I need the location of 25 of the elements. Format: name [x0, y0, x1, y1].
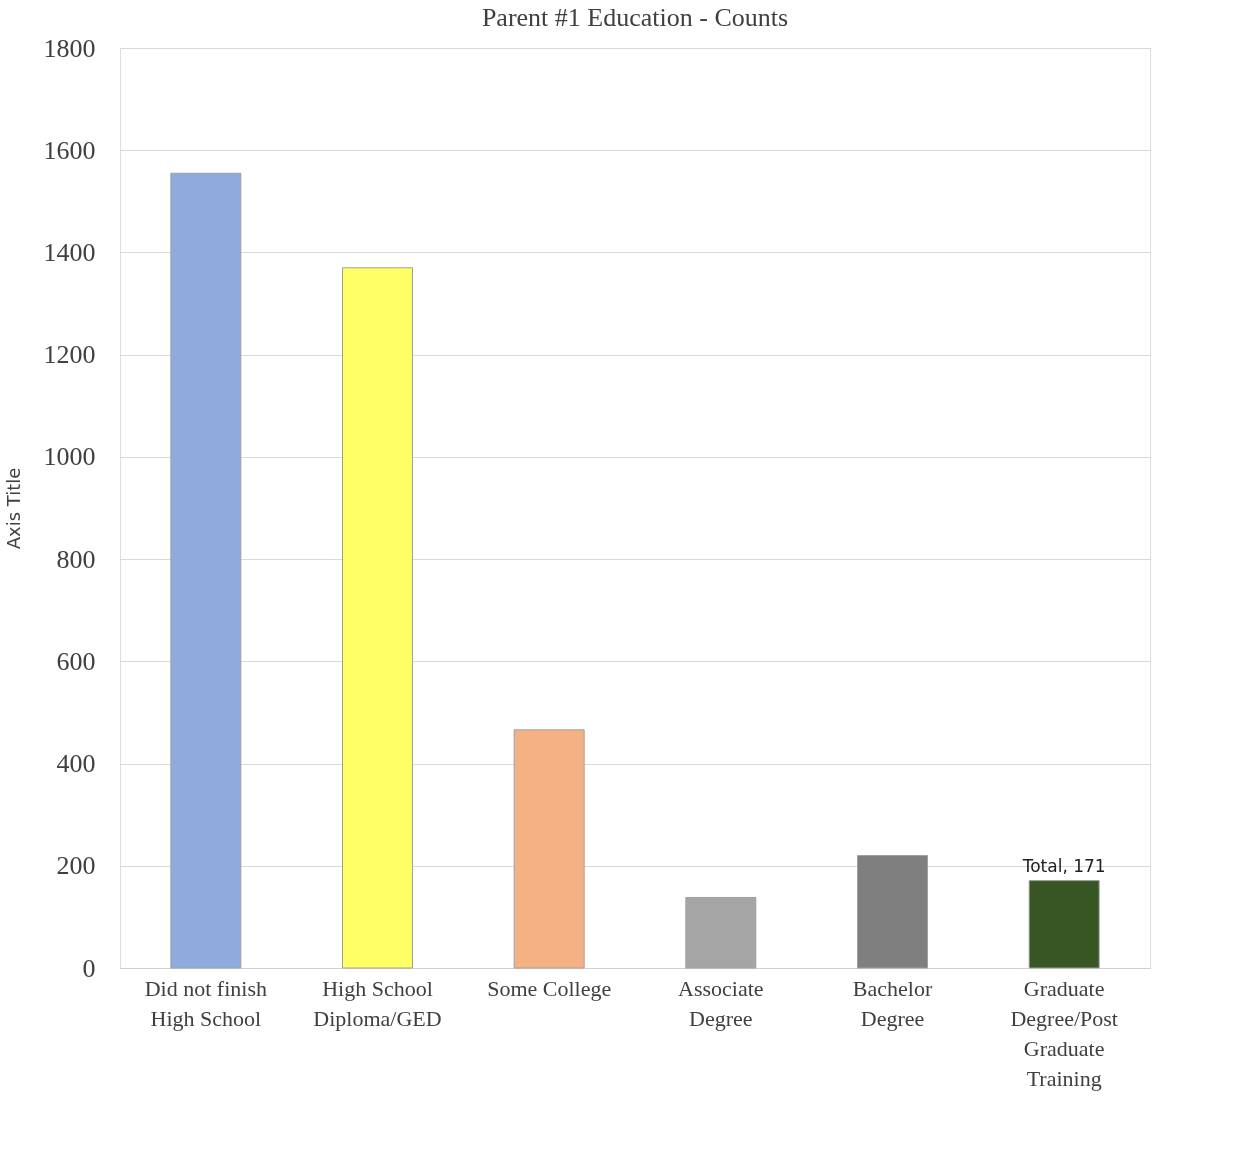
- chart-title: Parent #1 Education - Counts: [481, 3, 789, 32]
- y-tick-label: 1000: [43, 442, 96, 472]
- y-axis-title: Axis Title: [2, 467, 24, 550]
- x-tick-label: Bachelor Degree: [852, 975, 933, 1031]
- y-tick-label: 1200: [43, 340, 96, 370]
- y-tick-label: 200: [56, 851, 96, 881]
- x-tick-label: Associate Degree: [678, 975, 764, 1031]
- bar: [857, 855, 928, 969]
- y-tick-label: 600: [56, 646, 96, 676]
- bar: [1028, 880, 1100, 969]
- bar: [170, 172, 242, 969]
- y-tick-label: 1800: [43, 33, 96, 63]
- x-tick-label: Graduate Degree/Post Graduate Training: [1010, 975, 1118, 1091]
- bar: [513, 729, 585, 969]
- y-tick-label: 1400: [43, 237, 96, 267]
- x-tick-label: Did not finish High School: [144, 975, 267, 1031]
- y-tick-label: 400: [56, 749, 96, 779]
- y-tick-label: 800: [56, 544, 96, 574]
- bar: [342, 267, 413, 969]
- x-tick-label: Some College: [487, 975, 612, 1001]
- data-label: Total, 171: [1021, 855, 1106, 876]
- x-tick-label: High School Diploma/GED: [313, 975, 442, 1031]
- bar: [685, 896, 757, 969]
- y-tick-label: 1600: [43, 135, 96, 165]
- y-tick-label: 0: [82, 953, 96, 983]
